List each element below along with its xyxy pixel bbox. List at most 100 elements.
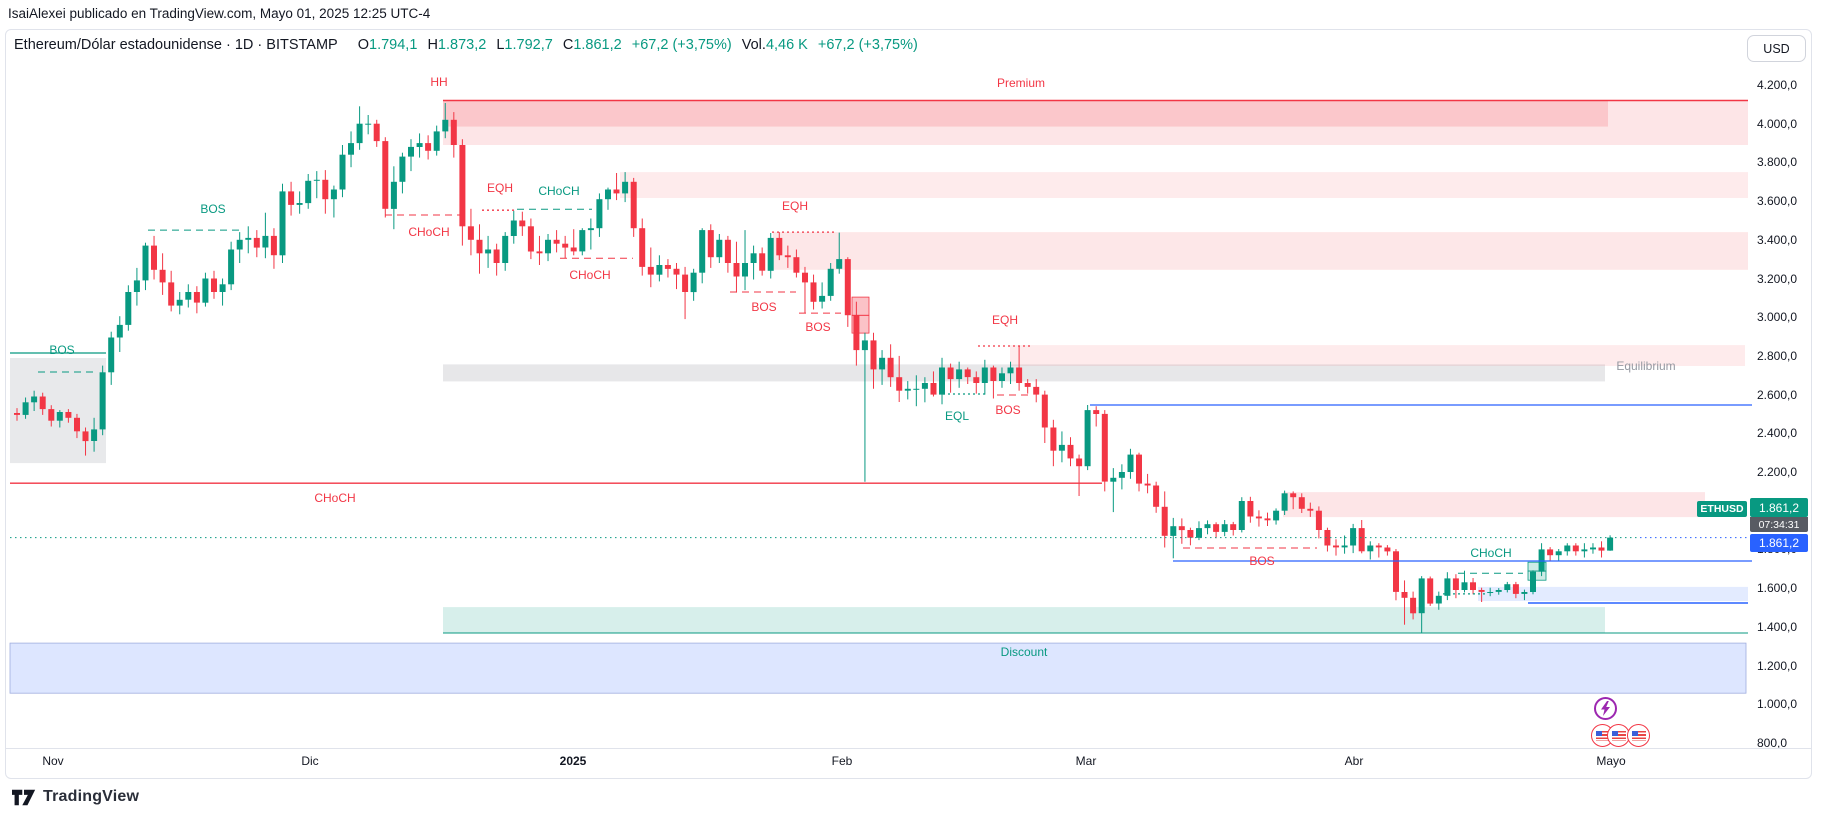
candle: [1144, 473, 1151, 494]
candle: [1101, 410, 1108, 492]
candle: [990, 365, 997, 399]
candle: [1315, 506, 1322, 539]
candle: [1581, 543, 1588, 558]
us-economic-event-icon[interactable]: [1627, 724, 1650, 747]
annotation-premium: Premium: [997, 76, 1045, 90]
candle: [82, 427, 89, 456]
equilibrium-band: [443, 364, 1605, 382]
candle: [647, 247, 654, 288]
symbol-price-flag: ETHUSD: [1697, 501, 1747, 517]
annotation-hh: HH: [430, 75, 447, 89]
candle: [1435, 591, 1442, 610]
candle: [322, 170, 329, 214]
demand-box-blue: [1478, 586, 1748, 601]
candle: [605, 187, 611, 210]
candle: [236, 232, 243, 263]
candle: [74, 413, 80, 439]
candle: [108, 331, 115, 385]
flash-event-icon[interactable]: [1594, 697, 1617, 720]
candle: [673, 263, 680, 290]
orderblock-green-bottom: [1527, 570, 1547, 581]
time-tick-2025: 2025: [559, 754, 587, 768]
currency-toggle-button[interactable]: USD: [1747, 35, 1806, 62]
candle: [562, 235, 569, 259]
candlestick-series[interactable]: [14, 103, 1614, 633]
price-tick: 1.600,0: [1757, 581, 1798, 596]
candle: [1298, 493, 1305, 513]
candle: [630, 177, 637, 237]
candle: [270, 228, 277, 269]
candle: [1333, 539, 1339, 556]
candle: [425, 135, 432, 160]
candle: [1307, 502, 1314, 517]
candle: [904, 381, 911, 400]
time-axis-separator: [6, 748, 1812, 749]
candle: [185, 284, 192, 308]
candle: [202, 272, 209, 307]
candle: [1564, 543, 1571, 556]
annotation-bos: BOS: [805, 320, 830, 334]
candle: [1290, 491, 1297, 510]
us-flag-icon: [1611, 730, 1626, 741]
candle: [1007, 361, 1014, 384]
candle: [288, 181, 295, 216]
candle: [262, 212, 269, 259]
price-tick: 3.000,0: [1757, 310, 1798, 325]
candle: [253, 230, 260, 258]
candle: [193, 286, 200, 314]
price-tick: 2.800,0: [1757, 348, 1798, 363]
candle: [1273, 508, 1280, 525]
supply-zone-2800: [1010, 345, 1745, 366]
price-tick: 3.400,0: [1757, 232, 1798, 247]
price-change: +67,2 (+3,75%): [631, 37, 732, 53]
candle: [1530, 570, 1536, 595]
candle: [844, 257, 851, 327]
tradingview-logo-text[interactable]: TradingView: [43, 788, 140, 805]
candle: [168, 270, 175, 312]
time-axis[interactable]: Nov Dic 2025 Feb Mar Abr Mayo: [0, 750, 1750, 776]
price-tick: 2.400,0: [1757, 426, 1798, 441]
candle: [1324, 527, 1331, 552]
price-tick: 3.600,0: [1757, 194, 1798, 209]
annotation-eql: EQL: [945, 409, 969, 423]
candle: [373, 119, 380, 147]
tradingview-logo-icon[interactable]: [12, 789, 36, 806]
candle: [228, 241, 235, 291]
price-tick: 1.000,0: [1757, 697, 1798, 712]
candle: [1033, 379, 1040, 403]
candle: [485, 235, 492, 268]
price-tick: 1.200,0: [1757, 658, 1798, 673]
candle: [930, 371, 937, 397]
candle: [939, 357, 945, 405]
candle: [1050, 419, 1057, 467]
candle: [527, 218, 534, 260]
candle: [1161, 491, 1168, 548]
price-line-label: 1.861,2: [1750, 534, 1808, 552]
candle: [1461, 570, 1468, 593]
candle: [1358, 520, 1365, 554]
candle: [1187, 527, 1194, 546]
candle: [39, 392, 46, 415]
candle: [399, 152, 406, 194]
candle: [1521, 589, 1528, 601]
price-axis[interactable]: 4.200,0 4.000,0 3.800,0 3.600,0 3.400,0 3.200…: [1752, 29, 1822, 750]
candle: [211, 270, 217, 299]
candle: [784, 245, 791, 268]
candle: [14, 408, 20, 421]
time-tick-mayo: Mayo: [1596, 754, 1626, 768]
candle: [48, 405, 55, 427]
candle: [1367, 541, 1374, 560]
candle: [1487, 587, 1494, 597]
candle: [802, 266, 808, 314]
annotation-bos: BOS: [200, 202, 225, 216]
candle: [510, 210, 517, 244]
candle: [1418, 576, 1425, 633]
candle: [1410, 591, 1417, 620]
candle: [707, 224, 714, 268]
tradingview-footer: TradingView: [12, 788, 139, 806]
candle: [1375, 543, 1382, 558]
symbol-title[interactable]: Ethereum/Dólar estadounidense · 1D · BIT…: [14, 37, 338, 53]
candle: [793, 249, 800, 278]
candle: [330, 185, 337, 218]
